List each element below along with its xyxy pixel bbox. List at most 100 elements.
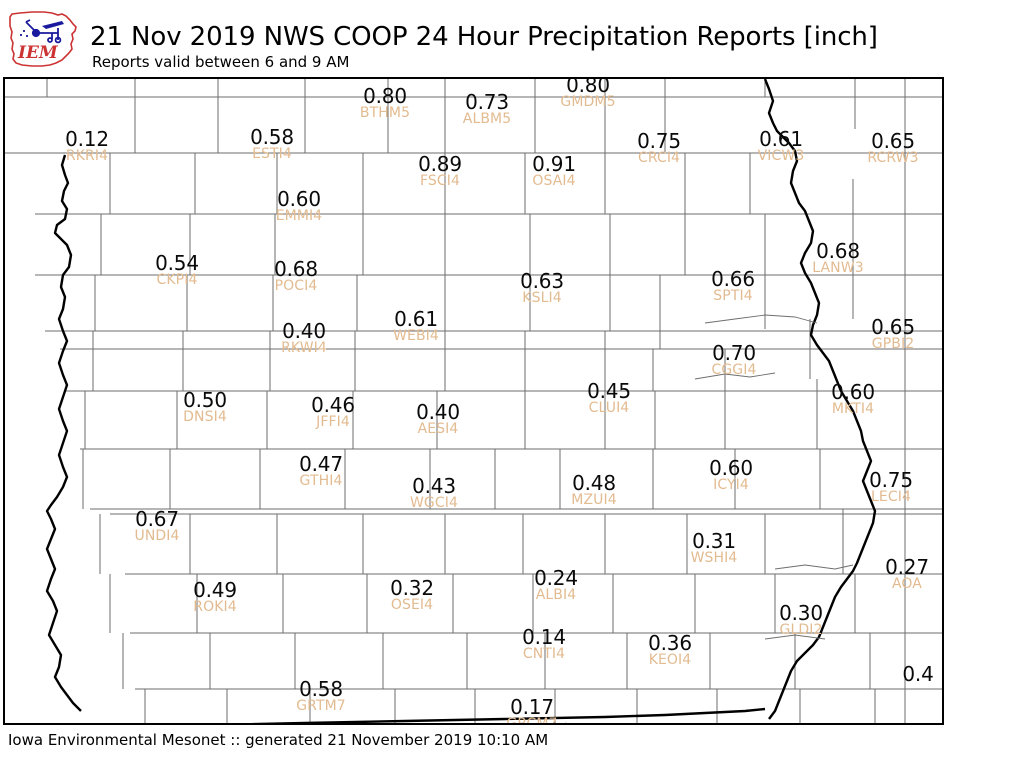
precip-value: 0.68 bbox=[274, 257, 318, 281]
station-report: 0.40 AESI4 bbox=[398, 402, 478, 437]
precip-value: 0.27 bbox=[885, 555, 929, 579]
precip-value: 0.47 bbox=[299, 452, 343, 476]
neighbor-state-lines bbox=[694, 314, 854, 640]
station-report: 0.58 GRTM7 bbox=[281, 679, 361, 714]
station-report: 0.73 ALBM5 bbox=[447, 92, 527, 127]
station-id: KEOI4 bbox=[648, 652, 692, 668]
page-title: 21 Nov 2019 NWS COOP 24 Hour Precipitati… bbox=[90, 22, 878, 52]
precip-value: 0.46 bbox=[311, 393, 355, 417]
precip-value: 0.48 bbox=[572, 471, 616, 495]
precip-value: 0.54 bbox=[155, 251, 199, 275]
station-id: MZUI4 bbox=[571, 492, 617, 508]
station-report: 0.65 GPBI2 bbox=[853, 317, 933, 352]
precip-value: 0.80 bbox=[363, 84, 407, 108]
precip-value: 0.89 bbox=[418, 152, 462, 176]
station-id: ALBM5 bbox=[462, 111, 512, 127]
precip-value: 0.17 bbox=[510, 695, 554, 719]
station-id: RCRW3 bbox=[867, 150, 919, 166]
station-report: 0.48 MZUI4 bbox=[554, 473, 634, 508]
station-report: 0.45 CLUI4 bbox=[569, 381, 649, 416]
station-id: CLUI4 bbox=[588, 400, 630, 416]
iem-logo-text: IEM bbox=[17, 43, 59, 63]
station-id: GTHI4 bbox=[299, 473, 343, 489]
station-report: 0.14 CNTI4 bbox=[504, 627, 584, 662]
station-report: 0.60 MKTI4 bbox=[813, 382, 893, 417]
station-id: ICYI4 bbox=[713, 477, 749, 493]
station-id: CNTI4 bbox=[522, 646, 566, 662]
precipitation-map[interactable]: 0.80 BTHM5 0.73 ALBM5 0.80 GMDM5 0.12 RKRI4 0.58… bbox=[3, 77, 944, 725]
precip-value: 0.91 bbox=[532, 152, 576, 176]
precip-value: 0.63 bbox=[520, 269, 564, 293]
station-report: 0.66 SPTI4 bbox=[693, 269, 773, 304]
precip-value: 0.66 bbox=[711, 267, 755, 291]
station-id: UNDI4 bbox=[134, 528, 180, 544]
station-report: 0.49 ROKI4 bbox=[175, 580, 255, 615]
station-id: GMDM5 bbox=[560, 94, 616, 110]
station-id: WGCI4 bbox=[409, 495, 458, 511]
station-id: EMMI4 bbox=[275, 208, 323, 224]
county-lines bbox=[5, 79, 942, 723]
station-report: 0.58 ESTI4 bbox=[232, 127, 312, 162]
precip-value: 0.80 bbox=[566, 77, 610, 97]
precip-value: 0.70 bbox=[712, 341, 756, 365]
station-id: ESTI4 bbox=[252, 146, 292, 162]
precip-value: 0.43 bbox=[412, 474, 456, 498]
station-report: 0.61 VICW3 bbox=[741, 129, 821, 164]
precip-value: 0.40 bbox=[282, 319, 326, 343]
station-id: VICW3 bbox=[757, 148, 805, 164]
station-id: LANW3 bbox=[812, 260, 864, 276]
county-boundaries-layer bbox=[5, 79, 942, 723]
station-report: 0.80 BTHM5 bbox=[345, 86, 425, 121]
precip-value: 0.40 bbox=[416, 400, 460, 424]
station-id: AESI4 bbox=[417, 421, 459, 437]
station-id: ALBI4 bbox=[535, 587, 577, 603]
station-id: CRCI4 bbox=[637, 150, 681, 166]
station-id: DNSI4 bbox=[183, 409, 227, 425]
station-report: 0.36 KEOI4 bbox=[630, 633, 710, 668]
station-report: 0.24 ALBI4 bbox=[516, 568, 596, 603]
station-id: WEBI4 bbox=[393, 328, 439, 344]
station-report: 0.60 ICYI4 bbox=[691, 458, 771, 493]
station-id: RKWI4 bbox=[281, 340, 327, 356]
station-report: 0.63 KSLI4 bbox=[502, 271, 582, 306]
iem-logo-graphic: IEM bbox=[9, 11, 77, 67]
station-report: 0.89 FSCI4 bbox=[400, 154, 480, 189]
precip-value: 0.4 bbox=[902, 662, 934, 686]
precip-value: 0.68 bbox=[816, 239, 860, 263]
precip-value: 0.31 bbox=[692, 529, 736, 553]
station-report: 0.40 RKWI4 bbox=[264, 321, 344, 356]
station-report: 0.46 JFFI4 bbox=[293, 395, 373, 430]
precip-value: 0.61 bbox=[394, 307, 438, 331]
precip-value: 0.30 bbox=[779, 601, 823, 625]
station-report: 0.32 OSEI4 bbox=[372, 578, 452, 613]
station-id: OSAI4 bbox=[532, 173, 576, 189]
precip-value: 0.32 bbox=[390, 576, 434, 600]
station-report: 0.75 CRCI4 bbox=[619, 131, 699, 166]
station-id: KSLI4 bbox=[522, 290, 562, 306]
station-id: CGGI4 bbox=[711, 362, 757, 378]
precip-value: 0.45 bbox=[587, 379, 631, 403]
station-report: 0.68 POCI4 bbox=[256, 259, 336, 294]
page-header: IEM 21 Nov 2019 NWS COOP 24 Hour Precipi… bbox=[0, 0, 1024, 76]
station-report: 0.43 WGCI4 bbox=[394, 476, 474, 511]
precip-value: 0.49 bbox=[193, 578, 237, 602]
station-id: GLDI2 bbox=[779, 622, 823, 638]
precip-value: 0.65 bbox=[871, 315, 915, 339]
station-report: 0.47 GTHI4 bbox=[281, 454, 361, 489]
station-id: GRCM7 bbox=[506, 716, 558, 725]
station-id: FSCI4 bbox=[419, 173, 460, 189]
station-id: POCI4 bbox=[274, 278, 318, 294]
station-id: MKTI4 bbox=[831, 401, 875, 417]
precip-value: 0.36 bbox=[648, 631, 692, 655]
precip-value: 0.24 bbox=[534, 566, 578, 590]
station-id: GPBI2 bbox=[871, 336, 915, 352]
station-id: AOA bbox=[892, 576, 922, 592]
station-id: WSHI4 bbox=[690, 550, 738, 566]
precip-value: 0.14 bbox=[522, 625, 566, 649]
station-report: 0.54 CKPI4 bbox=[137, 253, 217, 288]
station-report: 0.65 RCRW3 bbox=[853, 131, 933, 166]
station-id: GRTM7 bbox=[296, 698, 346, 714]
precip-value: 0.60 bbox=[709, 456, 753, 480]
station-report: 0.60 EMMI4 bbox=[259, 189, 339, 224]
precip-value: 0.12 bbox=[65, 127, 109, 151]
